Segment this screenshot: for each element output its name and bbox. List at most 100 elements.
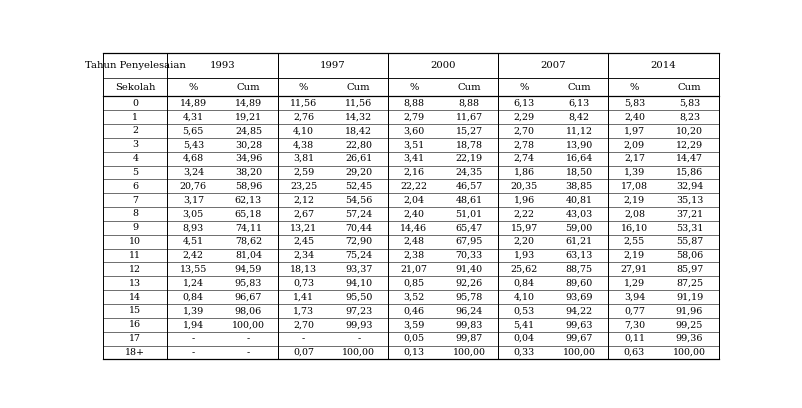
Text: 0,73: 0,73	[293, 279, 314, 288]
Text: 52,45: 52,45	[345, 182, 372, 191]
Text: 3,81: 3,81	[293, 154, 314, 163]
Text: 5,83: 5,83	[679, 99, 700, 108]
Text: 5,43: 5,43	[183, 140, 204, 149]
Text: 20,76: 20,76	[180, 182, 207, 191]
Text: 67,95: 67,95	[456, 237, 483, 246]
Text: 3,24: 3,24	[183, 168, 204, 177]
Text: 24,35: 24,35	[456, 168, 483, 177]
Text: 57,24: 57,24	[345, 209, 372, 218]
Text: 34,96: 34,96	[235, 154, 262, 163]
Text: 2,55: 2,55	[624, 237, 645, 246]
Text: 5,83: 5,83	[624, 99, 645, 108]
Text: 25,62: 25,62	[511, 265, 538, 274]
Text: 100,00: 100,00	[452, 348, 485, 357]
Text: 11,12: 11,12	[565, 126, 593, 135]
Text: 1997: 1997	[320, 61, 346, 70]
Text: 4,68: 4,68	[183, 154, 204, 163]
Text: -: -	[192, 348, 195, 357]
Text: 0: 0	[132, 99, 139, 108]
Text: 51,01: 51,01	[456, 209, 483, 218]
Text: 65,18: 65,18	[235, 209, 262, 218]
Text: 40,81: 40,81	[565, 195, 593, 205]
Text: Sekolah: Sekolah	[115, 82, 156, 91]
Text: 3,59: 3,59	[403, 320, 424, 329]
Text: 7,30: 7,30	[624, 320, 645, 329]
Text: 65,47: 65,47	[456, 223, 483, 232]
Text: -: -	[247, 334, 250, 343]
Text: 8,23: 8,23	[679, 113, 700, 122]
Text: 1,93: 1,93	[513, 251, 535, 260]
Text: 2,17: 2,17	[624, 154, 645, 163]
Text: 0,46: 0,46	[403, 306, 424, 315]
Text: 58,06: 58,06	[676, 251, 703, 260]
Text: 100,00: 100,00	[232, 320, 265, 329]
Text: 85,97: 85,97	[676, 265, 703, 274]
Text: %: %	[409, 82, 419, 91]
Text: 12: 12	[129, 265, 141, 274]
Text: 11,56: 11,56	[290, 99, 318, 108]
Text: 1,39: 1,39	[624, 168, 645, 177]
Text: 17,08: 17,08	[621, 182, 648, 191]
Text: 2,29: 2,29	[513, 113, 535, 122]
Text: 91,96: 91,96	[676, 306, 703, 315]
Text: 16: 16	[129, 320, 141, 329]
Text: 2,20: 2,20	[513, 237, 535, 246]
Text: 22,80: 22,80	[345, 140, 372, 149]
Text: 72,90: 72,90	[345, 237, 372, 246]
Text: 99,83: 99,83	[456, 320, 483, 329]
Text: 0,07: 0,07	[293, 348, 314, 357]
Text: 3,51: 3,51	[403, 140, 424, 149]
Text: 30,28: 30,28	[235, 140, 262, 149]
Text: 43,03: 43,03	[565, 209, 593, 218]
Text: 93,37: 93,37	[345, 265, 372, 274]
Text: 3: 3	[132, 140, 139, 149]
Text: Cum: Cum	[457, 82, 481, 91]
Text: 35,13: 35,13	[676, 195, 703, 205]
Text: 26,61: 26,61	[345, 154, 372, 163]
Text: 22,22: 22,22	[400, 182, 427, 191]
Text: 4,51: 4,51	[183, 237, 204, 246]
Text: 11: 11	[129, 251, 141, 260]
Text: 0,13: 0,13	[403, 348, 424, 357]
Text: 2,78: 2,78	[513, 140, 535, 149]
Text: 2,19: 2,19	[624, 195, 645, 205]
Text: 13: 13	[129, 279, 141, 288]
Text: 18,13: 18,13	[290, 265, 317, 274]
Text: 2014: 2014	[650, 61, 676, 70]
Text: 54,56: 54,56	[345, 195, 372, 205]
Text: 3,52: 3,52	[403, 293, 424, 302]
Text: 15: 15	[129, 306, 141, 315]
Text: 27,91: 27,91	[621, 265, 648, 274]
Text: -: -	[247, 348, 250, 357]
Text: 15,97: 15,97	[511, 223, 538, 232]
Text: 70,44: 70,44	[345, 223, 372, 232]
Text: %: %	[299, 82, 308, 91]
Text: 89,60: 89,60	[565, 279, 593, 288]
Text: 14,89: 14,89	[235, 99, 262, 108]
Text: 1,94: 1,94	[183, 320, 204, 329]
Text: 15,86: 15,86	[676, 168, 703, 177]
Text: 14,47: 14,47	[676, 154, 703, 163]
Text: -: -	[302, 334, 306, 343]
Text: 12,29: 12,29	[676, 140, 703, 149]
Text: 1993: 1993	[209, 61, 235, 70]
Text: 94,59: 94,59	[235, 265, 262, 274]
Text: 18,42: 18,42	[345, 126, 372, 135]
Text: Tahun Penyelesaian: Tahun Penyelesaian	[85, 61, 186, 70]
Text: 29,20: 29,20	[345, 168, 372, 177]
Text: 1,86: 1,86	[513, 168, 535, 177]
Text: 95,83: 95,83	[235, 279, 262, 288]
Text: 2,09: 2,09	[624, 140, 645, 149]
Text: 4,31: 4,31	[183, 113, 204, 122]
Text: 2,16: 2,16	[403, 168, 424, 177]
Text: 0,05: 0,05	[403, 334, 424, 343]
Text: 3,17: 3,17	[183, 195, 204, 205]
Text: 14: 14	[129, 293, 141, 302]
Text: 75,24: 75,24	[345, 251, 372, 260]
Text: %: %	[520, 82, 529, 91]
Text: 16,64: 16,64	[565, 154, 593, 163]
Text: 2,79: 2,79	[403, 113, 424, 122]
Text: 2,12: 2,12	[293, 195, 314, 205]
Text: 2,59: 2,59	[293, 168, 314, 177]
Text: 11,67: 11,67	[456, 113, 483, 122]
